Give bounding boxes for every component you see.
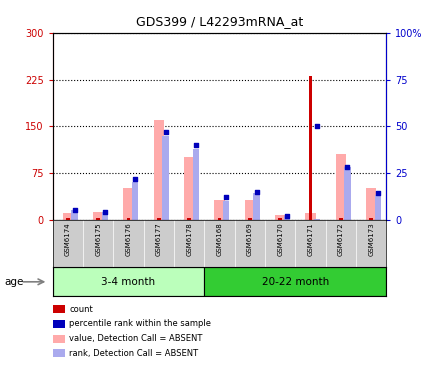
Bar: [253, 194, 259, 220]
Bar: [244, 200, 254, 220]
Bar: [96, 219, 100, 220]
Point: [313, 123, 320, 129]
Bar: [214, 200, 224, 220]
Text: GSM6177: GSM6177: [155, 222, 162, 256]
Bar: [153, 120, 164, 220]
Point: [192, 142, 199, 148]
Text: 3-4 month: 3-4 month: [101, 277, 155, 287]
Point: [101, 209, 108, 215]
Bar: [374, 195, 380, 220]
Text: value, Detection Call = ABSENT: value, Detection Call = ABSENT: [69, 334, 202, 343]
Text: GSM6172: GSM6172: [337, 222, 343, 255]
Point: [222, 194, 229, 200]
Bar: [314, 219, 319, 220]
Bar: [187, 219, 191, 220]
Point: [131, 176, 138, 182]
Text: GSM6174: GSM6174: [65, 222, 71, 255]
Bar: [204, 267, 385, 296]
Bar: [365, 188, 376, 220]
Bar: [157, 219, 160, 220]
Bar: [62, 213, 73, 220]
Text: GSM6170: GSM6170: [276, 222, 283, 256]
Text: GSM6169: GSM6169: [246, 222, 252, 256]
Point: [71, 207, 78, 213]
Bar: [162, 136, 168, 220]
Bar: [308, 76, 311, 220]
Bar: [283, 216, 289, 220]
Bar: [192, 149, 198, 220]
Bar: [66, 219, 70, 220]
Text: GSM6168: GSM6168: [216, 222, 222, 256]
Text: rank, Detection Call = ABSENT: rank, Detection Call = ABSENT: [69, 349, 198, 358]
Text: GSM6176: GSM6176: [125, 222, 131, 256]
Bar: [335, 154, 345, 220]
Text: GSM6175: GSM6175: [95, 222, 101, 255]
Point: [162, 129, 169, 135]
Text: 20-22 month: 20-22 month: [261, 277, 328, 287]
Bar: [132, 182, 138, 220]
Bar: [338, 219, 342, 220]
Bar: [274, 214, 285, 220]
Bar: [102, 212, 108, 220]
Bar: [247, 219, 251, 220]
Bar: [368, 219, 372, 220]
Bar: [93, 212, 103, 220]
Point: [343, 164, 350, 170]
Text: GDS399 / L42293mRNA_at: GDS399 / L42293mRNA_at: [136, 15, 302, 28]
Bar: [217, 219, 221, 220]
Bar: [71, 210, 78, 220]
Text: age: age: [4, 277, 24, 287]
Bar: [53, 267, 204, 296]
Point: [374, 191, 381, 197]
Text: GSM6173: GSM6173: [367, 222, 373, 256]
Bar: [304, 213, 315, 220]
Bar: [278, 219, 281, 220]
Bar: [344, 167, 350, 220]
Point: [252, 189, 259, 195]
Text: GSM6178: GSM6178: [186, 222, 192, 256]
Bar: [127, 219, 130, 220]
Point: [283, 213, 290, 219]
Text: GSM6171: GSM6171: [307, 222, 313, 256]
Bar: [184, 157, 194, 220]
Bar: [123, 188, 134, 220]
Bar: [223, 201, 229, 220]
Text: percentile rank within the sample: percentile rank within the sample: [69, 320, 211, 328]
Text: count: count: [69, 305, 93, 314]
